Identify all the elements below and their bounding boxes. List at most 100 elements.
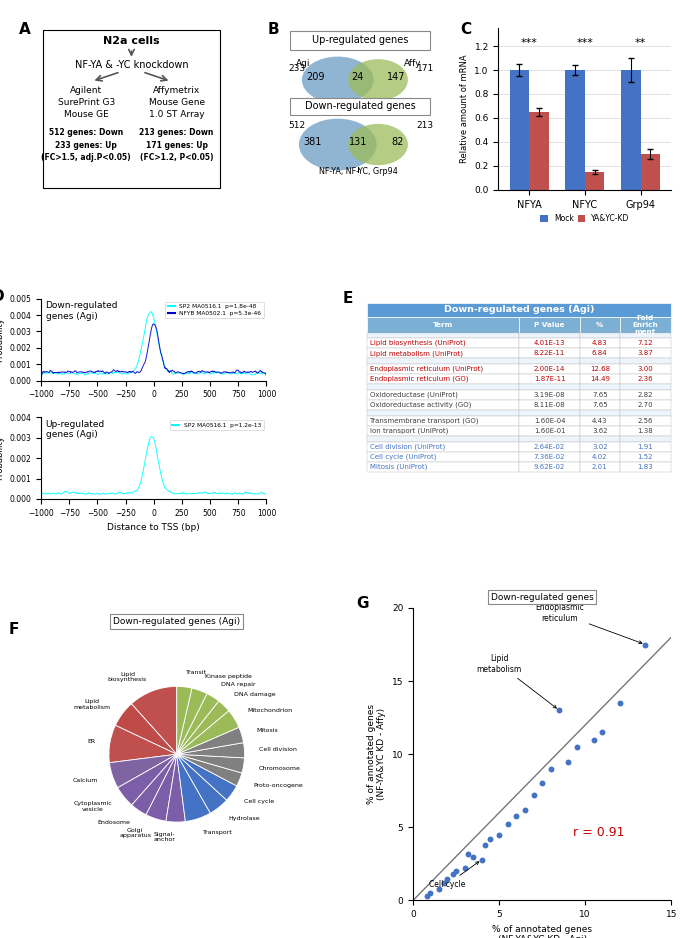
Text: 14.49: 14.49: [590, 376, 610, 382]
Text: Cell division: Cell division: [260, 747, 297, 752]
FancyBboxPatch shape: [580, 436, 619, 442]
Bar: [640, 154, 660, 189]
Point: [640, 637, 651, 652]
Wedge shape: [166, 754, 186, 822]
Text: Down-regulated
genes (Agi): Down-regulated genes (Agi): [46, 301, 118, 321]
FancyBboxPatch shape: [367, 461, 519, 472]
Point: [438, 875, 449, 890]
Text: 3.02: 3.02: [592, 444, 608, 449]
Text: 1.87E-11: 1.87E-11: [534, 376, 565, 382]
Text: 1.52: 1.52: [638, 454, 653, 460]
Title: Down-regulated genes (Agi): Down-regulated genes (Agi): [113, 617, 240, 626]
Text: 6.84: 6.84: [592, 350, 608, 356]
Text: DNA damage: DNA damage: [234, 692, 276, 698]
Text: Lipid
metabolism: Lipid metabolism: [73, 700, 110, 710]
FancyBboxPatch shape: [367, 416, 519, 426]
Text: 1.91: 1.91: [638, 444, 653, 449]
Text: 131: 131: [349, 137, 367, 146]
Text: Endosome: Endosome: [97, 820, 130, 825]
Text: 3.19E-08: 3.19E-08: [534, 392, 565, 398]
FancyBboxPatch shape: [367, 338, 519, 348]
Text: **: **: [635, 38, 646, 49]
Wedge shape: [115, 704, 177, 754]
Text: 209: 209: [306, 72, 325, 82]
FancyBboxPatch shape: [367, 410, 519, 416]
Text: Down-regulated genes: Down-regulated genes: [305, 101, 416, 112]
FancyBboxPatch shape: [580, 374, 619, 385]
Point: [588, 732, 599, 747]
FancyBboxPatch shape: [580, 358, 619, 364]
Point: [442, 871, 453, 886]
Text: 2.36: 2.36: [638, 376, 653, 382]
FancyBboxPatch shape: [619, 400, 671, 410]
FancyBboxPatch shape: [619, 348, 671, 358]
Text: 7.12: 7.12: [638, 340, 653, 346]
Text: 1.60E-01: 1.60E-01: [534, 428, 565, 434]
Bar: [585, 172, 604, 189]
FancyBboxPatch shape: [519, 410, 580, 416]
FancyBboxPatch shape: [619, 461, 671, 472]
FancyBboxPatch shape: [519, 461, 580, 472]
Text: Cell cycle: Cell cycle: [245, 799, 275, 805]
Text: NF-YA, NF-YC, Grp94: NF-YA, NF-YC, Grp94: [319, 167, 397, 176]
Text: Transmembrane transport (GO): Transmembrane transport (GO): [369, 417, 479, 424]
FancyBboxPatch shape: [519, 348, 580, 358]
FancyBboxPatch shape: [367, 348, 519, 358]
FancyBboxPatch shape: [619, 390, 671, 400]
Text: 7.65: 7.65: [592, 402, 608, 408]
FancyBboxPatch shape: [519, 317, 580, 332]
Point: [502, 817, 513, 832]
Point: [545, 762, 556, 777]
FancyBboxPatch shape: [519, 338, 580, 348]
Text: 4.02: 4.02: [592, 454, 608, 460]
Wedge shape: [118, 754, 177, 805]
Text: 2.01: 2.01: [592, 464, 608, 470]
FancyBboxPatch shape: [367, 385, 519, 390]
FancyBboxPatch shape: [619, 374, 671, 385]
FancyBboxPatch shape: [519, 436, 580, 442]
Text: 24: 24: [351, 72, 364, 82]
FancyBboxPatch shape: [580, 390, 619, 400]
Point: [421, 888, 432, 903]
Text: r = 0.91: r = 0.91: [573, 826, 625, 840]
Y-axis label: Probability: Probability: [0, 317, 4, 362]
Text: 2.56: 2.56: [638, 417, 653, 424]
Text: 1.83: 1.83: [638, 464, 653, 470]
Text: Golgi
apparatus: Golgi apparatus: [119, 827, 151, 839]
FancyBboxPatch shape: [619, 385, 671, 390]
Text: Down-regulated genes (Agi): Down-regulated genes (Agi): [444, 306, 595, 314]
Ellipse shape: [348, 59, 408, 100]
Text: ***: ***: [577, 38, 593, 49]
Text: Mitosis: Mitosis: [256, 728, 277, 734]
Wedge shape: [177, 688, 207, 754]
FancyBboxPatch shape: [580, 416, 619, 426]
Wedge shape: [177, 701, 229, 754]
Point: [597, 725, 608, 740]
FancyBboxPatch shape: [580, 452, 619, 461]
Text: Oxidoreductase (UniProt): Oxidoreductase (UniProt): [369, 392, 458, 399]
Text: 512 genes: Down
233 genes: Up
(FC>1.5, adj.P<0.05): 512 genes: Down 233 genes: Up (FC>1.5, a…: [42, 129, 131, 162]
Text: 12.68: 12.68: [590, 366, 610, 372]
Legend: SP2 MA0516.1  p=1.2e-13: SP2 MA0516.1 p=1.2e-13: [170, 420, 264, 430]
Point: [562, 754, 573, 769]
Wedge shape: [110, 754, 177, 788]
FancyBboxPatch shape: [367, 436, 519, 442]
Wedge shape: [177, 693, 219, 754]
Text: Hydrolase: Hydrolase: [228, 816, 260, 822]
Text: Endoplasmic reticulum (UniProt): Endoplasmic reticulum (UniProt): [369, 366, 483, 372]
FancyBboxPatch shape: [519, 374, 580, 385]
FancyBboxPatch shape: [619, 416, 671, 426]
FancyBboxPatch shape: [290, 31, 430, 50]
Point: [447, 867, 458, 882]
FancyBboxPatch shape: [43, 30, 220, 189]
Wedge shape: [132, 687, 177, 754]
FancyBboxPatch shape: [519, 358, 580, 364]
Point: [571, 739, 582, 754]
FancyBboxPatch shape: [519, 400, 580, 410]
Text: Cell cycle (UniProt): Cell cycle (UniProt): [369, 454, 436, 461]
FancyBboxPatch shape: [367, 426, 519, 436]
Point: [462, 846, 473, 861]
FancyBboxPatch shape: [619, 317, 671, 332]
Text: 381: 381: [303, 137, 321, 146]
Y-axis label: Probability: Probability: [0, 436, 4, 480]
